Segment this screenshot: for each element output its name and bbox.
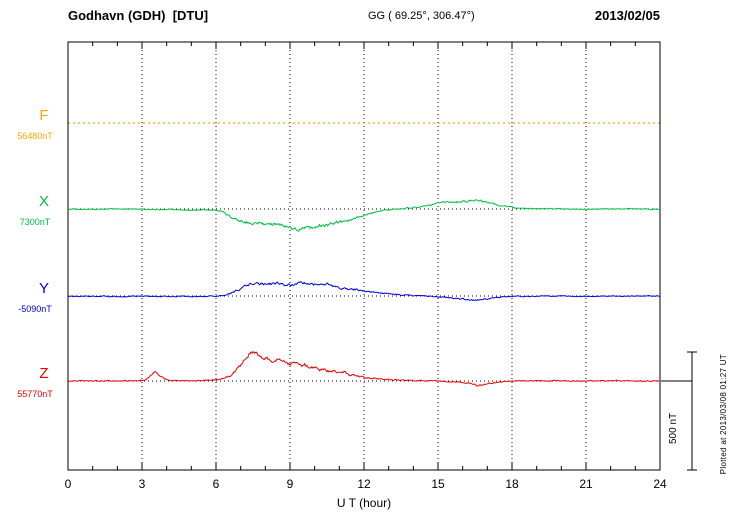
series-baseline-value-f: 56480nT <box>17 131 53 141</box>
series-label-y: Y <box>38 280 49 297</box>
scale-bar-label: 500 nT <box>668 412 679 444</box>
series-baseline-value-z: 55770nT <box>17 389 53 399</box>
x-tick-label-15: 15 <box>431 477 445 491</box>
x-tick-label-9: 9 <box>286 477 294 491</box>
series-baseline-value-y: -5090nT <box>18 304 52 314</box>
date-label: 2013/02/05 <box>594 8 660 23</box>
x-tick-label-6: 6 <box>212 477 220 491</box>
x-tick-label-0: 0 <box>64 477 72 491</box>
geographic-coordinates: GG ( 69.25°, 306.47°) <box>368 10 475 22</box>
x-tick-label-24: 24 <box>653 477 667 491</box>
x-axis-title: U T (hour) <box>336 496 392 510</box>
station-title: Godhavn (GDH) [DTU] <box>68 8 209 23</box>
series-baseline-value-x: 7300nT <box>19 217 51 227</box>
series-label-x: X <box>38 193 49 210</box>
x-tick-label-21: 21 <box>579 477 593 491</box>
x-tick-label-12: 12 <box>357 477 371 491</box>
x-tick-label-3: 3 <box>138 477 146 491</box>
series-label-z: Z <box>39 365 49 382</box>
plotted-at-label: Plotted at 2013/03/08 01:27 UT <box>719 353 728 474</box>
x-tick-label-18: 18 <box>505 477 519 491</box>
series-label-f: F <box>39 107 49 124</box>
